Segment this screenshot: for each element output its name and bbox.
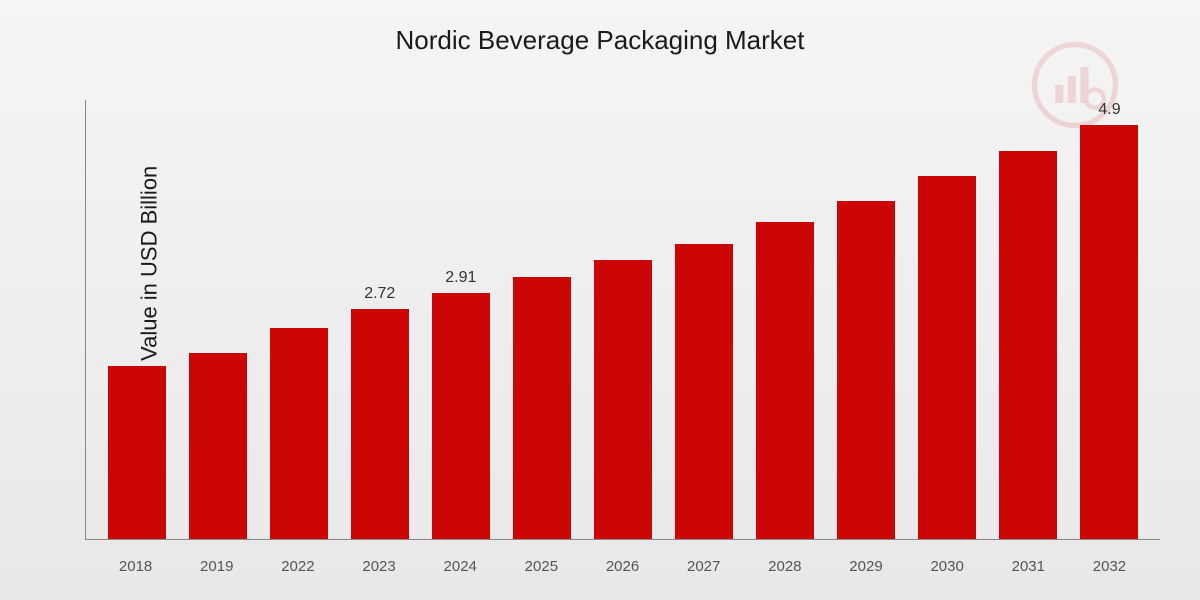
bar-group: 4.9	[1069, 100, 1150, 539]
x-axis-label: 2031	[988, 558, 1069, 575]
x-axis-label: 2030	[907, 558, 988, 575]
bar	[918, 176, 976, 539]
bar	[513, 277, 571, 539]
x-axis-label: 2027	[663, 558, 744, 575]
bar-group	[664, 100, 745, 539]
bar-group: 2.72	[339, 100, 420, 539]
bar	[189, 353, 247, 539]
bar-value-label: 4.9	[1098, 101, 1120, 119]
x-axis-label: 2022	[257, 558, 338, 575]
x-axis-label: 2025	[501, 558, 582, 575]
chart-area: 2.72 2.91 4.9	[85, 100, 1160, 540]
x-axis-label: 2019	[176, 558, 257, 575]
bar	[351, 309, 409, 539]
bar	[999, 151, 1057, 539]
bar-group	[582, 100, 663, 539]
x-axis-label: 2023	[338, 558, 419, 575]
bar	[837, 201, 895, 539]
x-axis-label: 2028	[744, 558, 825, 575]
bar-group	[907, 100, 988, 539]
x-axis-labels: 2018201920222023202420252026202720282029…	[85, 558, 1160, 575]
bar-value-label: 2.91	[445, 269, 476, 287]
chart-title: Nordic Beverage Packaging Market	[396, 25, 805, 56]
bar-group	[258, 100, 339, 539]
x-axis-label: 2018	[95, 558, 176, 575]
bar-value-label: 2.72	[364, 285, 395, 303]
bars-container: 2.72 2.91 4.9	[86, 100, 1160, 539]
x-axis-label: 2032	[1069, 558, 1150, 575]
x-axis-label: 2029	[825, 558, 906, 575]
bar	[594, 260, 652, 539]
bar-group	[988, 100, 1069, 539]
x-axis-label: 2024	[420, 558, 501, 575]
bar-group	[96, 100, 177, 539]
bar-group	[501, 100, 582, 539]
bar-group	[177, 100, 258, 539]
bar	[675, 244, 733, 539]
x-axis-label: 2026	[582, 558, 663, 575]
bar-group	[745, 100, 826, 539]
bar	[432, 293, 490, 539]
bar	[756, 222, 814, 539]
bar	[108, 366, 166, 539]
bar-group	[826, 100, 907, 539]
bar	[270, 328, 328, 539]
bar	[1080, 125, 1138, 539]
bar-group: 2.91	[420, 100, 501, 539]
